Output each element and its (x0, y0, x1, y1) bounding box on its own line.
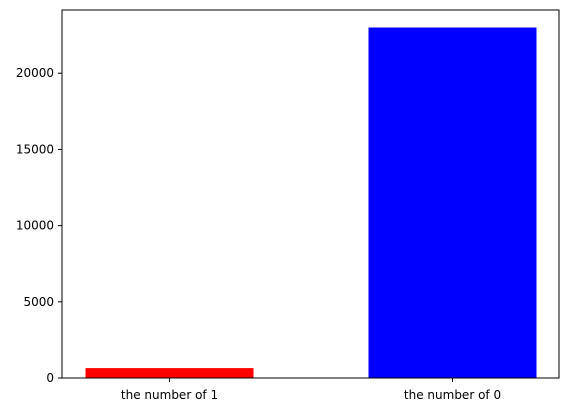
y-tick-label-1: 5000 (23, 295, 54, 309)
y-axis: 0 5000 10000 15000 20000 (16, 66, 62, 385)
y-tick-label-0: 0 (46, 371, 54, 385)
x-tick-label-0: the number of 1 (121, 388, 218, 402)
x-axis: the number of 1 the number of 0 (121, 378, 501, 402)
y-tick-label-4: 20000 (16, 66, 54, 80)
y-tick-label-3: 15000 (16, 142, 54, 156)
plot-frame (61, 9, 560, 379)
bar-1 (368, 27, 537, 379)
y-tick-label-2: 10000 (16, 219, 54, 233)
bars-group (85, 27, 537, 379)
bar-0 (85, 368, 254, 378)
x-tick-label-1: the number of 0 (404, 388, 501, 402)
